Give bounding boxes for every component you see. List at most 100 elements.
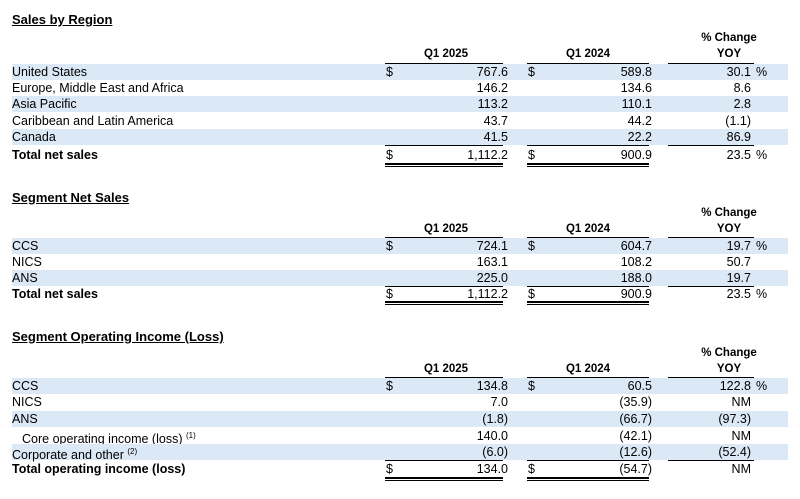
dollar-sign: $ — [528, 65, 535, 79]
change-value: NM — [731, 395, 751, 409]
col-header-change: % Change — [701, 347, 757, 359]
value-2025: (1.8) — [482, 412, 508, 426]
value-2025: 724.1 — [476, 239, 508, 253]
dollar-sign: $ — [528, 239, 535, 253]
value-2025: 134.0 — [476, 462, 508, 476]
section-title: Segment Operating Income (Loss) — [12, 329, 224, 344]
value-2024: 604.7 — [620, 239, 652, 253]
change-value: 30.1 — [726, 65, 751, 79]
total-row: Total net sales $ 1,112.2 $ 900.9 23.5 % — [12, 286, 788, 302]
value-2025: (6.0) — [482, 445, 508, 459]
percent-sign: % — [756, 148, 768, 162]
row-label: Total net sales — [12, 148, 98, 162]
value-2024: (12.6) — [619, 445, 652, 459]
value-2024: (54.7) — [619, 462, 652, 476]
col-header-q1-2024: Q1 2024 — [565, 223, 611, 235]
value-2025: 1,112.2 — [467, 148, 508, 162]
change-value: NM — [731, 462, 751, 476]
section-title: Segment Net Sales — [12, 190, 130, 205]
value-2025: 43.7 — [483, 114, 508, 128]
footnote-marker: (1) — [185, 431, 196, 440]
value-2025: 140.0 — [476, 429, 508, 443]
row-label: ANS — [12, 412, 38, 426]
col-header-change: % Change — [701, 207, 757, 219]
change-value: 50.7 — [726, 255, 751, 269]
percent-sign: % — [756, 239, 768, 253]
percent-sign: % — [756, 287, 768, 301]
value-2024: 110.1 — [621, 97, 652, 111]
row-label: NICS — [12, 255, 42, 269]
row-label: Total operating income (loss) — [12, 462, 186, 476]
table-row: CCS $ 724.1 $ 604.7 19.7 % — [12, 238, 788, 254]
value-2024: 134.6 — [620, 81, 652, 95]
value-2025: 163.1 — [476, 255, 508, 269]
table-row: NICS 163.1 108.2 50.7 — [12, 254, 788, 270]
col-header-yoy: YOY — [716, 363, 742, 375]
table-row: United States $ 767.6 $ 589.8 30.1 % — [12, 64, 788, 80]
table-row: Core operating income (loss) (1) 140.0 (… — [12, 428, 788, 447]
col-header-yoy: YOY — [716, 48, 742, 60]
row-label: Europe, Middle East and Africa — [12, 81, 184, 95]
value-2024: 900.9 — [620, 148, 652, 162]
value-2025: 1,112.2 — [467, 287, 508, 301]
dollar-sign: $ — [386, 287, 393, 301]
value-2024: 108.2 — [620, 255, 652, 269]
value-2025: 146.2 — [476, 81, 508, 95]
value-2024: (35.9) — [619, 395, 652, 409]
change-value: 86.9 — [726, 130, 751, 144]
col-header-yoy: YOY — [716, 223, 742, 235]
change-value: 122.8 — [719, 379, 751, 393]
change-value: 19.7 — [726, 271, 751, 285]
dollar-sign: $ — [528, 148, 535, 162]
table-row: Canada 41.5 22.2 86.9 — [12, 129, 788, 145]
change-value: 23.5 — [726, 148, 751, 162]
table-row: Asia Pacific 113.2 110.1 2.8 — [12, 96, 788, 112]
value-2024: 22.2 — [627, 130, 652, 144]
percent-sign: % — [756, 65, 768, 79]
value-2025: 225.0 — [476, 271, 508, 285]
change-value: 23.5 — [726, 287, 751, 301]
total-row: Total net sales $ 1,112.2 $ 900.9 23.5 % — [12, 147, 788, 163]
change-value: (97.3) — [718, 412, 751, 426]
col-header-q1-2025: Q1 2025 — [423, 223, 469, 235]
value-2025: 7.0 — [490, 395, 508, 409]
value-2024: 44.2 — [627, 114, 652, 128]
change-value: (1.1) — [725, 114, 751, 128]
change-value: NM — [731, 429, 751, 443]
dollar-sign: $ — [386, 239, 393, 253]
value-2025: 113.2 — [477, 97, 508, 111]
dollar-sign: $ — [386, 148, 393, 162]
dollar-sign: $ — [386, 462, 393, 476]
table-row: NICS 7.0 (35.9) NM — [12, 394, 788, 410]
total-row: Total operating income (loss) $ 134.0 $ … — [12, 461, 788, 477]
dollar-sign: $ — [528, 287, 535, 301]
col-header-q1-2024: Q1 2024 — [565, 363, 611, 375]
change-value: 8.6 — [733, 81, 751, 95]
table-row: ANS (1.8) (66.7) (97.3) — [12, 411, 788, 427]
percent-sign: % — [756, 379, 768, 393]
row-label: NICS — [12, 395, 42, 409]
value-2024: (66.7) — [619, 412, 652, 426]
table-row: Caribbean and Latin America 43.7 44.2 (1… — [12, 113, 788, 129]
change-value: 19.7 — [726, 239, 751, 253]
table-row: ANS 225.0 188.0 19.7 — [12, 270, 788, 286]
row-label: Asia Pacific — [12, 97, 77, 111]
row-label: Core operating income (loss) (1) — [22, 431, 196, 447]
col-header-q1-2024-prior: Q1 2024 — [565, 48, 611, 60]
value-2025: 134.8 — [476, 379, 508, 393]
row-label: ANS — [12, 271, 38, 285]
row-label: Caribbean and Latin America — [12, 114, 174, 128]
value-2024: 589.8 — [620, 65, 652, 79]
row-label: CCS — [12, 379, 39, 393]
row-label: United States — [12, 65, 88, 79]
change-value: 2.8 — [733, 97, 751, 111]
col-header-change: % Change — [701, 32, 757, 44]
value-2024: 60.5 — [627, 379, 652, 393]
change-value: (52.4) — [718, 445, 751, 459]
row-label: Canada — [12, 130, 56, 144]
table-row: Europe, Middle East and Africa 146.2 134… — [12, 80, 788, 96]
value-2025: 767.6 — [476, 65, 508, 79]
dollar-sign: $ — [528, 379, 535, 393]
section-title: Sales by Region — [12, 12, 113, 27]
value-2024: (42.1) — [619, 429, 652, 443]
